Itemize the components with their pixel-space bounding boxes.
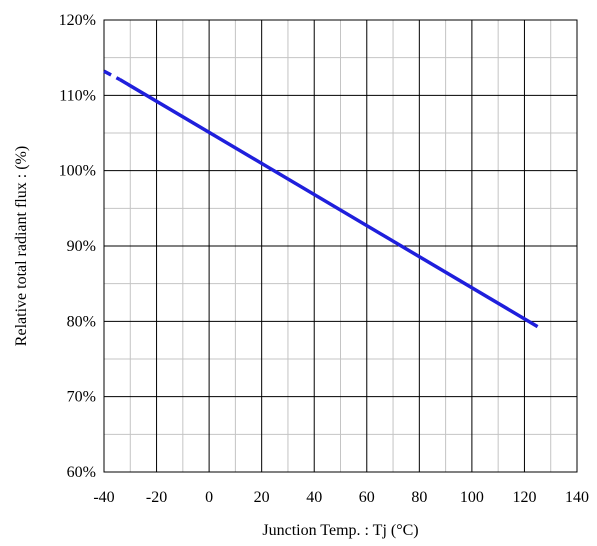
- x-tick-label: 20: [254, 489, 270, 506]
- y-tick-label: 120%: [59, 12, 96, 29]
- y-tick-label: 60%: [67, 464, 96, 481]
- x-tick-label: 40: [306, 489, 322, 506]
- series-layer: [103, 69, 539, 329]
- series-line-dashed: [103, 69, 121, 82]
- y-tick-label: 100%: [59, 163, 96, 180]
- x-tick-label: 60: [359, 489, 375, 506]
- x-tick-label: 140: [565, 489, 589, 506]
- x-tick-label: -20: [146, 489, 167, 506]
- plot-frame: [103, 19, 578, 473]
- y-tick-label: 70%: [67, 389, 96, 406]
- x-tick-labels: -40 -20 0 20 40 60 80 100 120 140: [93, 489, 589, 506]
- x-tick-label: -40: [93, 489, 114, 506]
- x-tick-label: 100: [460, 489, 484, 506]
- y-axis-label: Relative total radiant flux : (%): [13, 146, 30, 346]
- y-tick-label: 80%: [67, 313, 96, 330]
- y-tick-labels: 60% 70% 80% 90% 100% 110% 120%: [59, 12, 96, 481]
- series-line-solid: [118, 78, 539, 329]
- y-tick-label: 90%: [67, 238, 96, 255]
- x-tick-label: 80: [411, 489, 427, 506]
- x-axis-label: Junction Temp. : Tj (°C): [262, 522, 418, 539]
- major-gridlines: [104, 20, 577, 472]
- x-tick-label: 120: [512, 489, 536, 506]
- x-tick-label: 0: [205, 489, 213, 506]
- y-tick-label: 110%: [59, 87, 96, 104]
